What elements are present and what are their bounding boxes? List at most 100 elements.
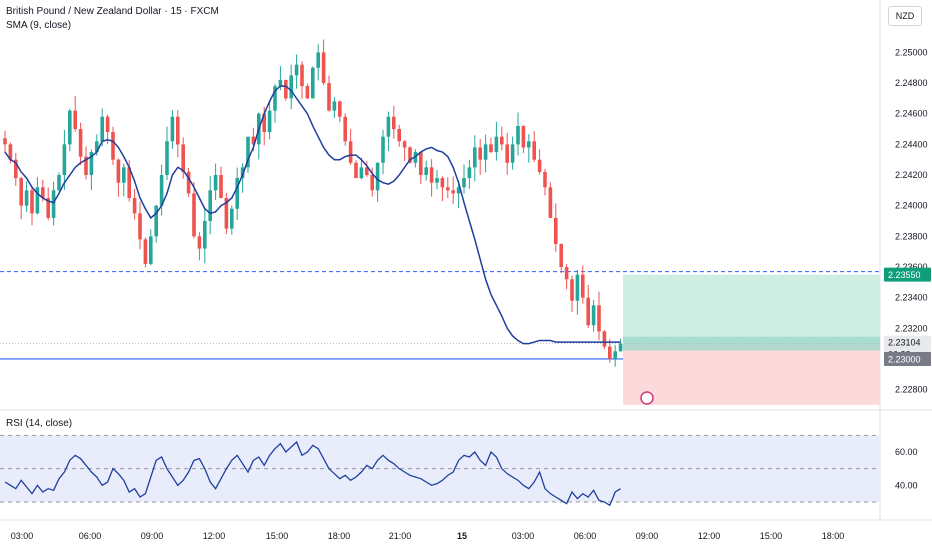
target-price-label-bg (884, 267, 931, 282)
candlestick-series (3, 39, 623, 367)
time-tick-label: 03:00 (512, 531, 535, 541)
time-tick-label: 18:00 (822, 531, 845, 541)
candle-body (575, 274, 580, 301)
candle-body (143, 239, 148, 264)
candle-body (73, 110, 77, 130)
candle-body (359, 167, 364, 179)
candle-body (424, 167, 428, 176)
candle-body (116, 159, 121, 183)
candle-body (332, 101, 337, 111)
candle-body (586, 297, 590, 326)
candle-body (494, 136, 499, 153)
candle-body (435, 178, 439, 183)
entry-band (623, 336, 880, 351)
candle-body (402, 141, 407, 148)
time-tick-label: 15:00 (760, 531, 783, 541)
candle-body (127, 167, 131, 199)
candle-body (57, 175, 61, 191)
candle-body (559, 243, 563, 267)
candle-body (95, 141, 99, 153)
candle-body (78, 129, 83, 157)
candle-body (581, 274, 585, 298)
candle-body (527, 141, 531, 148)
rsi-tick-label: 40.00 (895, 480, 918, 490)
candle-body (24, 190, 29, 206)
candle-body (446, 187, 450, 191)
candle-body (554, 217, 558, 244)
candle-body (613, 351, 617, 359)
candle-body (419, 152, 423, 176)
candle-body (14, 159, 18, 179)
candle-body (451, 190, 455, 194)
rsi-line (4, 440, 621, 507)
time-axis[interactable]: 03:00 06:00 09:00 12:00 15:00 18:00 21:00 15 03:… (11, 531, 845, 541)
candle-body (375, 162, 380, 191)
target-price-label: 2.23550 (888, 270, 921, 280)
candle-body (219, 175, 223, 199)
candle-body (316, 52, 320, 68)
candle-body (311, 67, 315, 99)
currency-button[interactable]: NZD (888, 6, 922, 26)
candle-body (570, 279, 574, 301)
current-price-label: 2.23104 (888, 338, 921, 348)
candle-body (543, 171, 547, 188)
candle-body (608, 346, 612, 359)
candle-body (478, 147, 482, 160)
candle-body (176, 116, 180, 145)
candle-body (122, 167, 126, 183)
position-tool[interactable] (623, 274, 880, 405)
time-tick-label: 06:00 (79, 531, 102, 541)
candle-body (51, 190, 56, 218)
rsi-tick-label: 60.00 (895, 447, 918, 457)
candle-body (456, 187, 461, 194)
candle-body (235, 178, 239, 209)
candle-body (41, 187, 45, 199)
candle-body (305, 86, 310, 99)
candle-body (68, 110, 72, 145)
price-grid (0, 0, 932, 521)
candle-body (181, 144, 185, 172)
time-tick-label: 12:00 (698, 531, 721, 541)
candle-body (532, 141, 536, 160)
price-tick-label: 2.24400 (895, 139, 928, 149)
candle-body (246, 136, 250, 168)
candle-body (294, 64, 299, 76)
candle-body (429, 167, 434, 183)
candle-body (289, 75, 293, 99)
candle-body (262, 113, 266, 133)
candle-body (510, 144, 515, 163)
candle-body (381, 136, 385, 163)
price-tick-label: 2.23600 (895, 262, 928, 272)
price-tick-label: 2.24600 (895, 109, 928, 119)
candle-body (8, 144, 13, 160)
candle-body (240, 167, 245, 179)
candle-body (267, 110, 272, 133)
time-tick-label: 09:00 (141, 531, 164, 541)
candle-body (516, 125, 520, 145)
candle-body (159, 175, 164, 206)
time-tick-label: 18:00 (328, 531, 351, 541)
candle-body (46, 198, 50, 218)
candle-body (19, 178, 23, 206)
candle-body (483, 144, 488, 160)
candle-body (111, 132, 115, 160)
candle-body (370, 175, 374, 191)
candle-body (186, 171, 191, 194)
time-tick-label: 12:00 (203, 531, 226, 541)
price-axis[interactable]: 2.25000 2.24800 2.24600 2.24400 2.24200 2.240… (895, 47, 928, 490)
sma-legend[interactable]: SMA (9, close) (6, 20, 72, 31)
candle-body (149, 236, 153, 264)
candle-body (338, 101, 342, 117)
candle-body (197, 236, 202, 249)
candle-body (213, 175, 218, 191)
candle-body (273, 86, 277, 111)
price-tick-label: 2.23400 (895, 293, 928, 303)
candle-body (489, 144, 493, 153)
horizontal-lines (0, 271, 880, 360)
candle-body (105, 116, 110, 133)
candle-body (440, 178, 445, 188)
rsi-legend[interactable]: RSI (14, close) (6, 418, 73, 429)
candle-body (618, 343, 623, 352)
